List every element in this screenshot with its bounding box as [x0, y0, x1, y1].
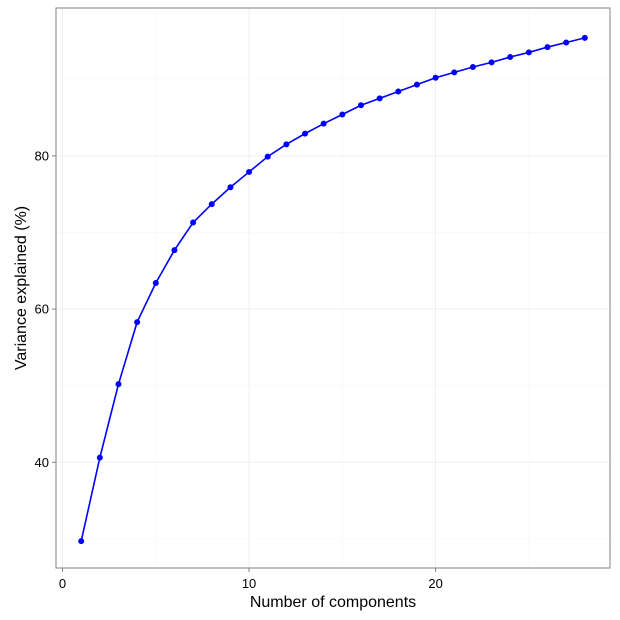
x-tick-label: 0 — [59, 576, 66, 591]
data-point — [451, 69, 458, 76]
data-point — [339, 111, 346, 118]
data-point — [413, 81, 420, 88]
data-point — [544, 44, 551, 51]
y-tick-label: 40 — [35, 455, 49, 470]
data-point — [357, 102, 364, 109]
grid-major — [56, 8, 610, 568]
data-point — [283, 141, 290, 148]
data-point — [488, 59, 495, 66]
y-tick-label: 60 — [35, 302, 49, 317]
data-point — [432, 74, 439, 81]
x-tick-label: 20 — [428, 576, 442, 591]
data-point — [171, 247, 178, 254]
data-point — [581, 34, 588, 41]
x-axis-ticks: 0 10 20 — [59, 568, 443, 591]
data-point — [246, 168, 253, 175]
data-point — [78, 538, 85, 545]
data-point — [227, 184, 234, 191]
data-point — [134, 319, 141, 326]
data-point — [376, 95, 383, 102]
data-point — [320, 120, 327, 127]
grid-minor — [56, 8, 610, 568]
data-point — [469, 63, 476, 70]
panel-border — [55, 7, 611, 569]
data-point — [395, 88, 402, 95]
panel-background — [56, 8, 610, 568]
y-axis-title: Variance explained (%) — [13, 206, 30, 370]
data-point — [302, 130, 309, 137]
data-point — [96, 454, 103, 461]
data-point — [507, 54, 514, 61]
series-lines — [80, 37, 586, 542]
data-point — [525, 49, 532, 56]
data-point — [190, 219, 197, 226]
x-axis-title: Number of components — [250, 594, 416, 611]
series-points — [78, 34, 588, 545]
x-tick-label: 10 — [242, 576, 256, 591]
y-tick-label: 80 — [35, 148, 49, 163]
data-point — [264, 153, 271, 160]
data-point — [152, 280, 159, 287]
y-axis-ticks: 40 60 80 — [35, 148, 56, 470]
data-point — [115, 381, 122, 388]
series-line — [80, 37, 586, 542]
data-point — [563, 39, 570, 46]
data-point — [208, 201, 215, 208]
